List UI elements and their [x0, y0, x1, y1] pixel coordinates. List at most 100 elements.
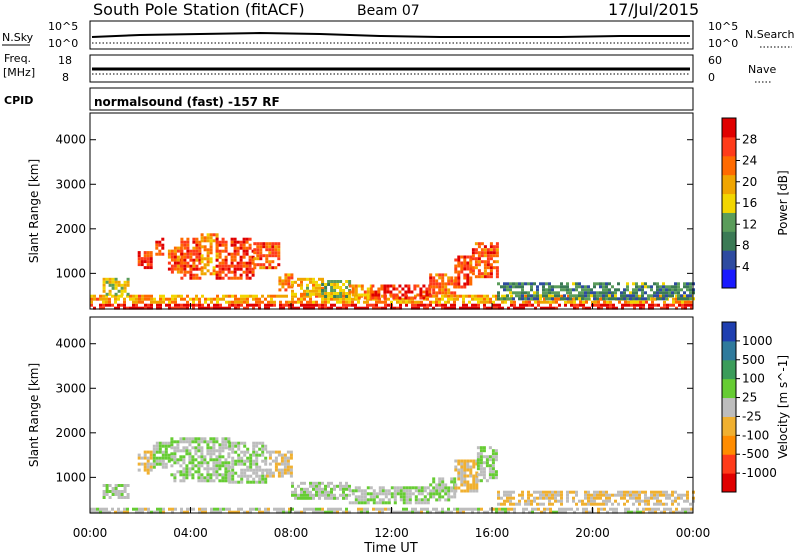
velocity-cell — [515, 502, 518, 506]
velocity-cell — [280, 471, 284, 475]
power-cell — [268, 251, 272, 255]
velocity-ylabel: Slant Range [km] — [27, 363, 41, 467]
velocity-cell — [542, 502, 545, 506]
power-cell — [198, 255, 202, 259]
power-cell — [268, 263, 272, 267]
power-cell — [530, 285, 533, 289]
power-cell — [259, 254, 263, 258]
velocity-cell — [479, 479, 483, 483]
power-cell — [441, 303, 444, 307]
velocity-cell — [252, 477, 256, 481]
velocity-cell — [155, 456, 159, 460]
cpid-text: normalsound (fast) -157 RF — [94, 95, 280, 109]
velocity-cell — [237, 480, 241, 484]
velocity-cell — [408, 510, 411, 514]
power-cell — [489, 269, 493, 273]
velocity-cell — [105, 507, 108, 511]
power-cell — [381, 300, 384, 304]
velocity-cell — [291, 493, 294, 497]
velocity-cell — [289, 471, 293, 475]
power-cell — [566, 285, 569, 289]
velocity-cell — [212, 461, 216, 465]
velocity-cell — [126, 496, 130, 499]
velocity-cell — [605, 496, 608, 500]
velocity-cell — [264, 447, 268, 451]
velocity-cell — [120, 490, 124, 493]
power-cell — [671, 291, 674, 295]
power-cell — [248, 270, 252, 274]
power-cell — [256, 245, 260, 249]
velocity-region — [497, 490, 695, 506]
power-cell — [203, 266, 207, 270]
power-cell — [492, 245, 496, 249]
velocity-cell — [548, 496, 551, 500]
velocity-cell — [258, 465, 262, 469]
power-cell — [594, 303, 597, 307]
power-cell — [489, 248, 493, 252]
power-cell — [447, 291, 451, 295]
power-cell — [575, 285, 578, 289]
power-cell — [195, 267, 199, 271]
velocity-cell — [482, 461, 486, 465]
power-cell — [653, 291, 656, 295]
velocity-cell — [176, 440, 180, 444]
velocity-cell — [277, 462, 281, 466]
velocity-cell — [435, 492, 439, 496]
power-cell — [620, 297, 623, 301]
velocity-cell — [224, 446, 228, 450]
velocity-cell — [126, 493, 130, 496]
velocity-cell — [182, 440, 186, 444]
power-cell — [155, 240, 159, 244]
power-cell — [486, 300, 489, 304]
power-cell — [521, 282, 524, 286]
power-cell — [386, 290, 390, 294]
velocity-colorbar-swatch — [722, 435, 736, 455]
power-cell — [203, 263, 207, 267]
power-cell — [327, 297, 330, 301]
power-cell — [460, 270, 464, 274]
power-cell — [450, 294, 454, 298]
power-cell — [483, 254, 487, 258]
power-colorbar-swatch — [722, 231, 736, 251]
velocity-cell — [623, 490, 626, 494]
power-region — [321, 280, 352, 298]
power-cell — [680, 297, 683, 301]
velocity-cell — [578, 499, 581, 503]
velocity-cell — [405, 498, 409, 502]
power-cell — [146, 254, 150, 258]
velocity-cell — [345, 510, 348, 514]
power-cell — [656, 294, 659, 298]
velocity-cell — [203, 458, 207, 462]
velocity-cell — [672, 510, 675, 514]
velocity-cell — [191, 455, 195, 459]
power-cell — [248, 243, 252, 247]
power-cell — [561, 294, 564, 298]
power-cell — [192, 246, 196, 250]
velocity-cell — [615, 510, 618, 514]
power-cell — [486, 257, 490, 261]
power-cell — [333, 295, 337, 298]
power-cell — [518, 297, 521, 301]
velocity-cell — [194, 458, 198, 462]
velocity-cell — [261, 474, 265, 478]
velocity-cell — [608, 499, 611, 503]
power-cell — [233, 264, 237, 268]
velocity-cell — [602, 493, 605, 497]
power-cell — [267, 306, 270, 310]
power-cell — [252, 294, 255, 298]
velocity-cell — [228, 474, 232, 478]
velocity-cell — [215, 467, 219, 471]
power-cell — [149, 263, 153, 267]
velocity-cell — [472, 477, 476, 481]
velocity-cell — [656, 499, 659, 503]
velocity-cell — [491, 476, 495, 480]
power-cell — [587, 297, 590, 301]
power-cell — [500, 297, 503, 301]
power-cell — [489, 272, 493, 276]
velocity-cell — [357, 486, 361, 490]
power-cell — [469, 258, 473, 262]
velocity-cell — [477, 510, 480, 514]
velocity-cell — [411, 507, 414, 511]
power-cell — [306, 294, 309, 298]
velocity-cell — [614, 493, 617, 497]
